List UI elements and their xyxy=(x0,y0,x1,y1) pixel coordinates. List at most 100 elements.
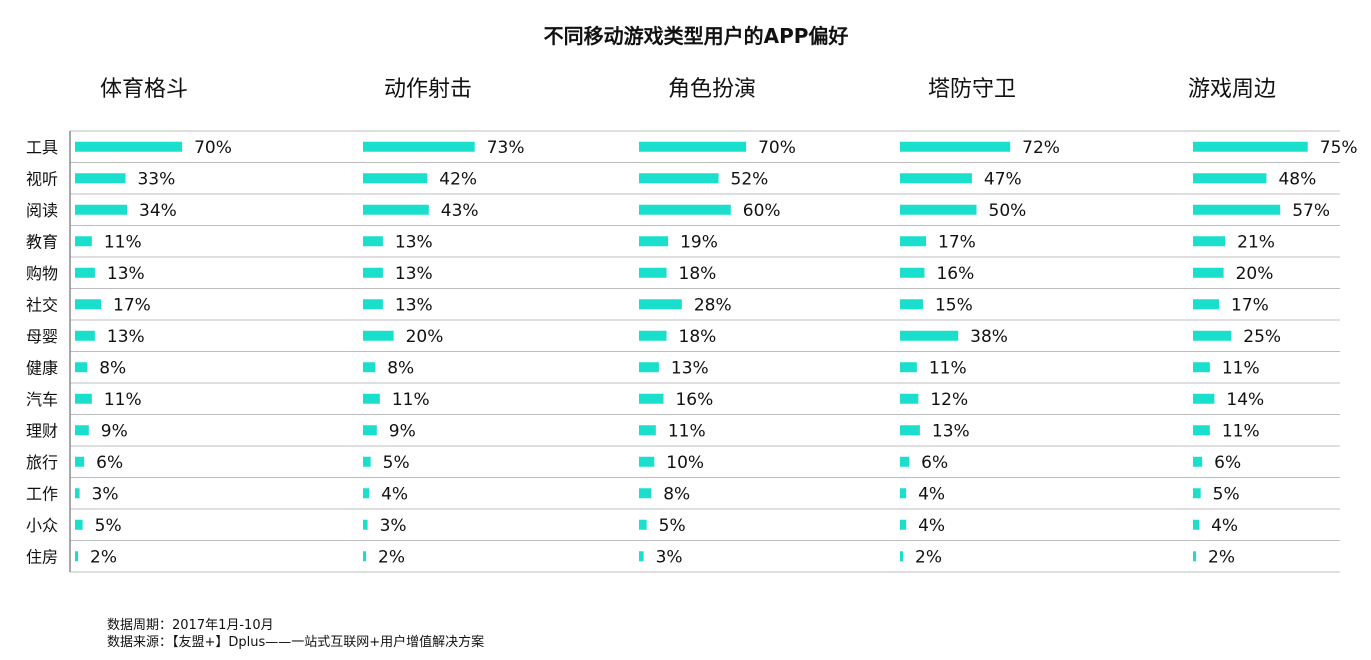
bar xyxy=(363,236,383,247)
bar xyxy=(363,141,475,152)
category-label: 工作 xyxy=(26,484,58,503)
bar xyxy=(639,519,647,530)
category-label: 母婴 xyxy=(26,327,58,346)
bar xyxy=(75,236,92,247)
data-label: 9% xyxy=(389,421,416,441)
data-label: 2% xyxy=(90,547,117,567)
bar xyxy=(1193,330,1232,341)
category-label: 小众 xyxy=(26,516,58,535)
category-label: 工具 xyxy=(26,138,58,157)
bar xyxy=(900,425,920,436)
data-label: 4% xyxy=(918,516,945,536)
data-label: 47% xyxy=(984,169,1022,189)
data-label: 11% xyxy=(1222,421,1260,441)
source-period: 数据周期：2017年1月-10月 xyxy=(107,618,274,633)
data-label: 72% xyxy=(1022,138,1060,158)
bar xyxy=(900,173,972,184)
data-label: 9% xyxy=(101,421,128,441)
data-label: 17% xyxy=(113,295,151,315)
data-label: 8% xyxy=(99,358,126,378)
category-label: 理财 xyxy=(26,421,58,440)
bar xyxy=(1193,141,1308,152)
data-label: 17% xyxy=(1231,295,1269,315)
bar xyxy=(900,204,977,215)
data-label: 20% xyxy=(406,327,444,347)
data-label: 34% xyxy=(139,201,177,221)
bar xyxy=(75,519,83,530)
data-label: 5% xyxy=(659,516,686,536)
data-label: 11% xyxy=(929,358,967,378)
bar xyxy=(639,267,667,278)
data-label: 18% xyxy=(679,264,717,284)
data-label: 4% xyxy=(1211,516,1238,536)
data-label: 15% xyxy=(935,295,973,315)
data-label: 57% xyxy=(1292,201,1330,221)
bar xyxy=(75,141,183,152)
bar xyxy=(900,267,925,278)
data-label: 33% xyxy=(137,169,175,189)
bar xyxy=(363,488,370,499)
data-label: 11% xyxy=(392,390,430,410)
bar xyxy=(639,141,747,152)
data-label: 13% xyxy=(395,232,433,252)
panel-title: 动作射击 xyxy=(384,77,472,102)
data-label: 11% xyxy=(668,421,706,441)
data-label: 13% xyxy=(395,264,433,284)
bar xyxy=(900,393,919,404)
data-label: 11% xyxy=(104,390,142,410)
bar xyxy=(1193,393,1215,404)
bar xyxy=(75,488,80,499)
data-label: 4% xyxy=(381,484,408,504)
data-label: 6% xyxy=(1214,453,1241,473)
category-label: 健康 xyxy=(26,358,58,377)
data-label: 8% xyxy=(387,358,414,378)
bar xyxy=(639,173,719,184)
bar xyxy=(639,551,644,562)
data-label: 20% xyxy=(1236,264,1274,284)
bar xyxy=(1193,236,1226,247)
data-label: 6% xyxy=(96,453,123,473)
bar xyxy=(75,173,126,184)
data-label: 28% xyxy=(694,295,732,315)
data-label: 3% xyxy=(656,547,683,567)
bar xyxy=(363,299,383,310)
data-label: 13% xyxy=(107,264,145,284)
bar xyxy=(639,299,682,310)
panel-title: 体育格斗 xyxy=(100,77,188,102)
bar xyxy=(363,267,383,278)
data-label: 11% xyxy=(104,232,142,252)
source-origin: 数据来源：【友盟+】Dplus——一站式互联网+用户增值解决方案 xyxy=(107,635,485,650)
data-label: 13% xyxy=(932,421,970,441)
data-label: 75% xyxy=(1320,138,1358,158)
data-label: 60% xyxy=(743,201,781,221)
bar xyxy=(639,488,652,499)
bar xyxy=(639,330,667,341)
data-label: 48% xyxy=(1278,169,1316,189)
data-label: 52% xyxy=(731,169,769,189)
data-label: 5% xyxy=(383,453,410,473)
data-label: 11% xyxy=(1222,358,1260,378)
bar xyxy=(639,204,731,215)
bar xyxy=(363,425,377,436)
bar xyxy=(363,519,368,530)
bar xyxy=(75,551,79,562)
data-label: 17% xyxy=(938,232,976,252)
data-label: 14% xyxy=(1226,390,1264,410)
data-label: 2% xyxy=(378,547,405,567)
data-label: 4% xyxy=(918,484,945,504)
data-label: 25% xyxy=(1243,327,1281,347)
data-label: 5% xyxy=(1213,484,1240,504)
bar xyxy=(900,519,907,530)
data-label: 70% xyxy=(194,138,232,158)
category-label: 汽车 xyxy=(26,390,58,409)
data-label: 12% xyxy=(930,390,968,410)
bar xyxy=(639,362,659,373)
chart-title: 不同移动游戏类型用户的APP偏好 xyxy=(543,24,849,48)
bar xyxy=(1193,362,1210,373)
bar xyxy=(639,236,669,247)
data-label: 18% xyxy=(679,327,717,347)
data-label: 21% xyxy=(1237,232,1275,252)
bar xyxy=(363,362,376,373)
bar xyxy=(1193,299,1220,310)
bar xyxy=(75,299,102,310)
